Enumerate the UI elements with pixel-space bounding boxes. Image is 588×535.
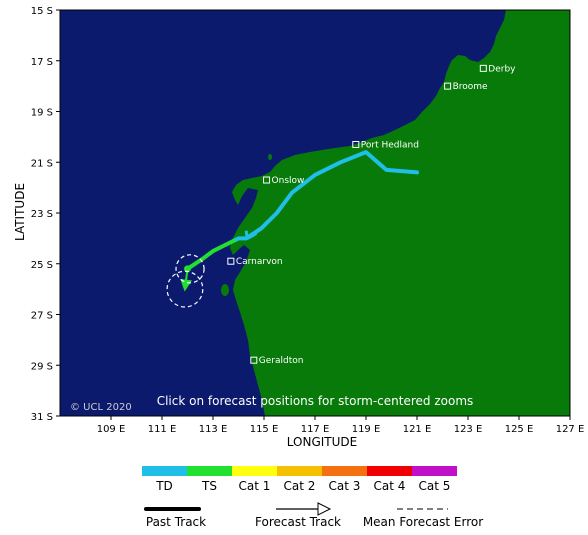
legend-swatch xyxy=(232,466,277,476)
x-tick-label: 119 E xyxy=(352,424,381,435)
island xyxy=(268,154,272,160)
forecast-error-circle[interactable] xyxy=(166,270,204,308)
place-marker xyxy=(479,64,487,72)
legend: TD TS Cat 1 Cat 2 Cat 3 Cat 4 Cat 5 Past Track F… xyxy=(142,466,483,529)
x-tick-label: 113 E xyxy=(199,424,228,435)
past-track-ts xyxy=(185,238,236,271)
legend-category-label: Cat 2 xyxy=(284,479,316,493)
place-marker xyxy=(227,257,235,265)
place-marker xyxy=(263,176,271,184)
legend-swatch xyxy=(187,466,232,476)
legend-category-label: TD xyxy=(155,479,173,493)
past-track-td xyxy=(231,150,419,243)
place-label: Onslow xyxy=(272,176,305,186)
legend-mean-error-label: Mean Forecast Error xyxy=(363,515,483,529)
y-axis: 15 S 17 S 19 S 21 S 23 S 25 S 27 S 29 S 31 S xyxy=(31,6,571,423)
legend-forecast-track-label: Forecast Track xyxy=(255,515,341,529)
x-axis-title: LONGITUDE xyxy=(287,435,357,449)
forecast-error-circle[interactable] xyxy=(175,254,205,284)
legend-swatch xyxy=(142,466,187,476)
legend-swatch xyxy=(277,466,322,476)
legend-category-label: TS xyxy=(201,479,217,493)
y-tick-label: 21 S xyxy=(31,158,53,169)
forecast-position[interactable] xyxy=(184,265,191,273)
plot-frame xyxy=(59,9,571,417)
island xyxy=(243,298,249,306)
copyright: © UCL 2020 xyxy=(70,402,132,413)
place-marker xyxy=(250,356,258,364)
past-track-loop xyxy=(244,230,258,240)
y-tick-label: 31 S xyxy=(31,412,53,423)
y-tick-label: 19 S xyxy=(31,108,53,119)
island xyxy=(238,298,242,302)
place-label: Derby xyxy=(488,64,516,74)
y-tick-label: 25 S xyxy=(31,260,53,271)
land-mass xyxy=(230,10,570,416)
legend-past-track-label: Past Track xyxy=(146,515,206,529)
y-tick-label: 27 S xyxy=(31,311,53,322)
place-label: Broome xyxy=(453,82,488,92)
y-tick-label: 23 S xyxy=(31,209,53,220)
legend-category-label: Cat 3 xyxy=(329,479,361,493)
place-marker xyxy=(444,82,452,90)
y-axis-title: LATITUDE xyxy=(13,183,27,241)
y-tick-label: 17 S xyxy=(31,57,53,68)
x-tick-label: 117 E xyxy=(301,424,330,435)
x-tick-label: 123 E xyxy=(454,424,483,435)
place-marker xyxy=(352,140,360,148)
legend-swatch xyxy=(322,466,367,476)
x-tick-label: 127 E xyxy=(556,424,585,435)
y-tick-label: 15 S xyxy=(31,6,53,17)
legend-swatch xyxy=(412,466,457,476)
legend-category-label: Cat 1 xyxy=(239,479,271,493)
legend-category-label: Cat 5 xyxy=(419,479,451,493)
place-label: Geraldton xyxy=(259,356,304,366)
tracks xyxy=(166,150,419,308)
x-tick-label: 115 E xyxy=(250,424,279,435)
legend-arrow-icon xyxy=(317,502,332,516)
x-tick-label: 109 E xyxy=(97,424,126,435)
x-axis: 109 E 111 E 113 E 115 E 117 E 119 E 121 E 123 E… xyxy=(97,416,585,435)
x-tick-label: 121 E xyxy=(403,424,432,435)
island xyxy=(221,284,229,296)
place-label: Port Hedland xyxy=(361,140,419,150)
map-instruction: Click on forecast positions for storm-ce… xyxy=(157,394,474,408)
place-label: Carnarvon xyxy=(236,257,283,267)
legend-swatch xyxy=(367,466,412,476)
legend-category-label: Cat 4 xyxy=(374,479,406,493)
x-tick-label: 125 E xyxy=(505,424,534,435)
y-tick-label: 29 S xyxy=(31,361,53,372)
x-tick-label: 111 E xyxy=(148,424,177,435)
